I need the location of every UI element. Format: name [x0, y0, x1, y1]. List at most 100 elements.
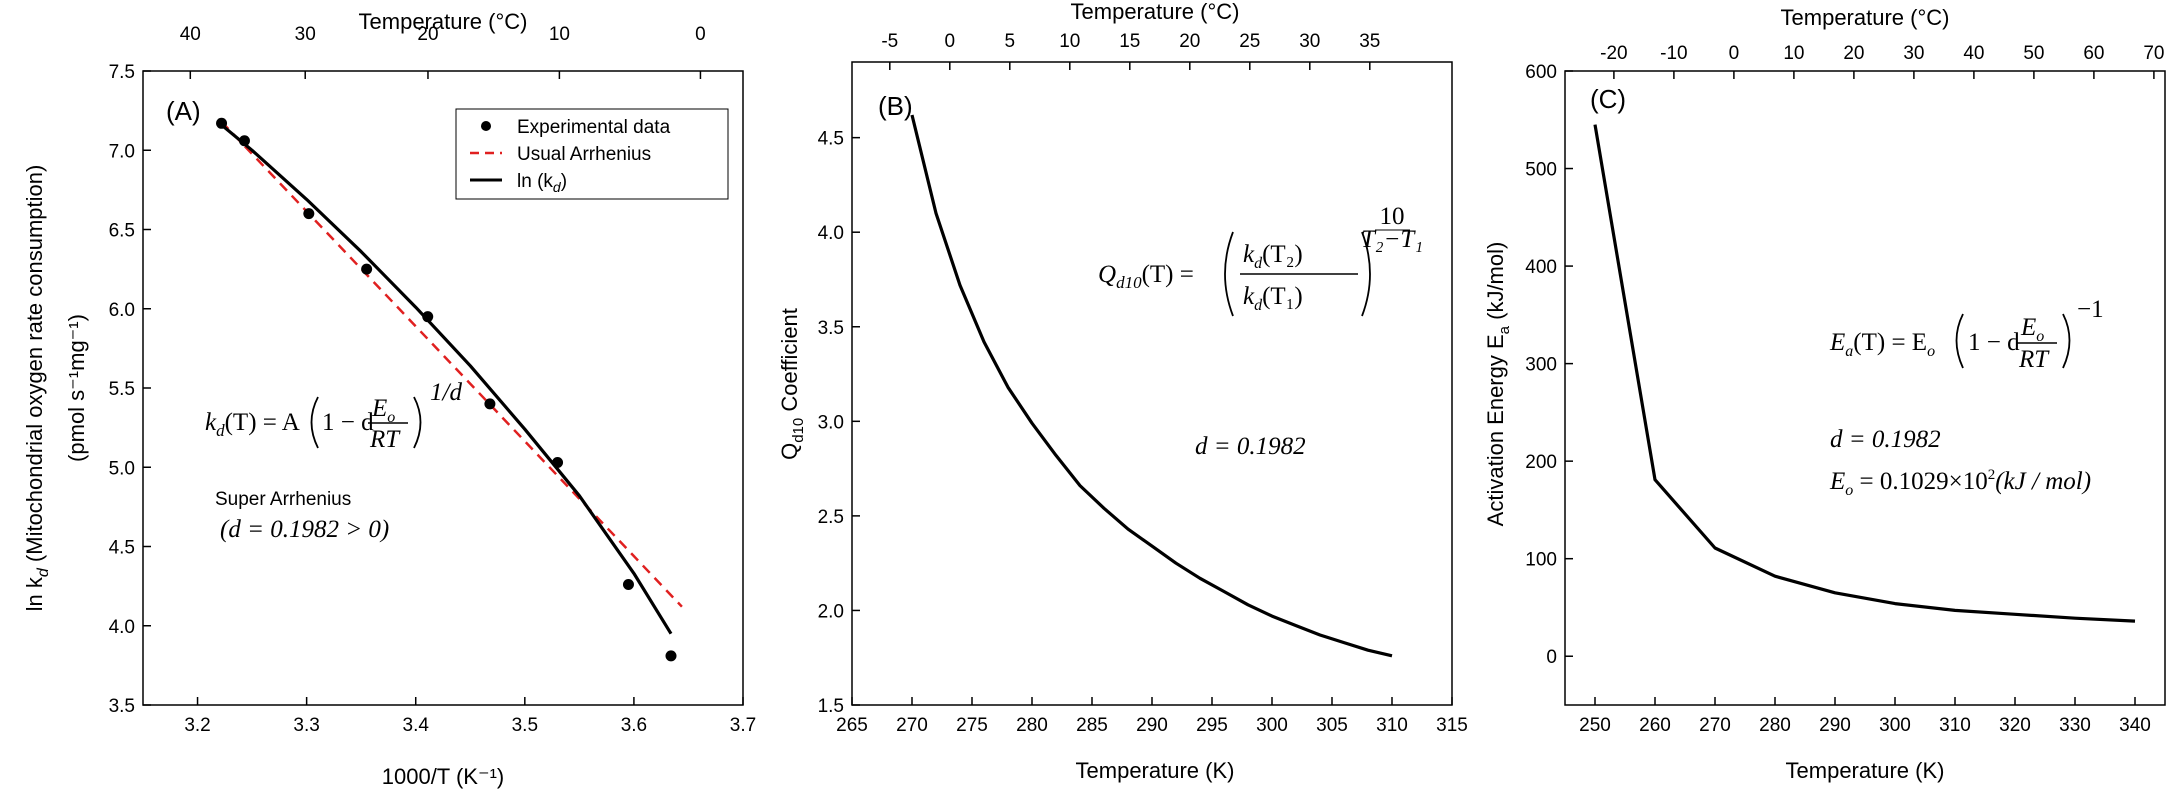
plot-marks-a — [216, 117, 683, 662]
y-tick-label: 3.0 — [818, 412, 844, 433]
panel-b: 265 270 275 280 285 290 295 300 305 310 3151.52.02… — [777, 0, 1468, 783]
x-tick-label: 330 — [2059, 715, 2091, 736]
panel-label-c: (C) — [1590, 84, 1626, 114]
equation-c: Ea(T) = Eo 1 − d Eo RT −1 — [1829, 296, 2104, 373]
svg-text:RT: RT — [369, 426, 401, 453]
top-tick-label: -5 — [881, 31, 898, 52]
x-tick-label: 315 — [1436, 715, 1468, 736]
top-tick-label: 20 — [417, 24, 438, 45]
equation-c-paren-left — [1955, 313, 1964, 369]
experimental-point — [422, 311, 434, 323]
svg-text:Ea(T) = Eo: Ea(T) = Eo — [1829, 329, 1935, 360]
plot-marks-b — [910, 114, 1393, 658]
experimental-point — [484, 398, 496, 410]
axis-ticks-c: 250 260 270 280 290 300 310 320 330 3400100200300… — [1525, 43, 2164, 736]
equation-a: kd(T) = A 1 − d Eo RT 1/d — [205, 379, 462, 453]
top-axis-label-c: Temperature (°C) — [1781, 5, 1950, 30]
legend-marker-experimental — [481, 121, 491, 131]
x-tick-label: 300 — [1256, 715, 1288, 736]
y-tick-label: 600 — [1525, 62, 1557, 83]
y-tick-label: 400 — [1525, 257, 1557, 278]
x-tick-label: 3.5 — [512, 715, 538, 736]
axis-ticks-b: 265 270 275 280 285 290 295 300 305 310 3151.52.02… — [818, 31, 1468, 736]
y-tick-label: 100 — [1525, 550, 1557, 571]
x-tick-label: 3.6 — [621, 715, 647, 736]
x-tick-label: 280 — [1759, 715, 1791, 736]
svg-text:RT: RT — [2018, 346, 2050, 373]
ln-kd-curve — [220, 123, 673, 635]
x-tick-label: 275 — [956, 715, 988, 736]
x-axis-label-b: Temperature (K) — [1076, 758, 1235, 783]
top-tick-label: 10 — [1783, 43, 1804, 64]
experimental-point — [622, 579, 634, 591]
svg-text:1 − d: 1 − d — [322, 409, 374, 436]
top-tick-label: 10 — [549, 24, 570, 45]
top-tick-label: 40 — [180, 24, 201, 45]
d-value-c: d = 0.1982 — [1830, 426, 1941, 453]
experimental-point — [361, 263, 373, 275]
svg-text:T₂−T₁: T₂−T₁ — [1361, 226, 1423, 253]
top-tick-label: -20 — [1600, 43, 1627, 64]
x-axis-label-a: 1000/T (K⁻¹) — [382, 764, 504, 789]
axis-ticks-a: 3.2 3.3 3.4 3.5 3.6 3.7 3.5 4.0 4.5 5.0 5.5 6.0 6.5 7… — [109, 24, 757, 736]
y-tick-label: 4.5 — [109, 538, 135, 559]
y-tick-label: 500 — [1525, 160, 1557, 181]
equation-a-paren-left — [310, 396, 319, 449]
x-tick-label: 310 — [1376, 715, 1408, 736]
top-tick-label: 20 — [1843, 43, 1864, 64]
note-d-value-a: (d = 0.1982 > 0) — [220, 516, 389, 543]
equation-b-paren-left — [1224, 231, 1234, 317]
y-tick-label: 6.5 — [109, 221, 135, 242]
qd10-curve — [910, 114, 1393, 658]
y-axis-label-b: Qd10 Coefficient — [777, 308, 807, 460]
legend-label-arrhenius: Usual Arrhenius — [517, 144, 651, 165]
legend-label-lnkd: ln (kd) — [517, 171, 567, 195]
x-tick-label: 265 — [836, 715, 868, 736]
x-tick-label: 290 — [1819, 715, 1851, 736]
y-tick-label: 3.5 — [109, 696, 135, 717]
experimental-point — [303, 208, 315, 220]
top-tick-label: 35 — [1359, 31, 1380, 52]
top-axis-label-b: Temperature (°C) — [1071, 0, 1240, 24]
svg-text:10: 10 — [1380, 203, 1405, 230]
x-tick-label: 3.4 — [403, 715, 430, 736]
equation-c-paren-right — [2062, 313, 2071, 369]
x-tick-label: 340 — [2119, 715, 2151, 736]
top-tick-label: 0 — [1729, 43, 1740, 64]
equation-b-paren-right — [1361, 231, 1371, 317]
svg-text:1 − d: 1 − d — [1968, 329, 2020, 356]
top-tick-label: 20 — [1179, 31, 1200, 52]
y-tick-label: 200 — [1525, 452, 1557, 473]
y-tick-label: 7.0 — [109, 141, 135, 162]
top-tick-label: 30 — [295, 24, 316, 45]
top-tick-label: 30 — [1299, 31, 1320, 52]
experimental-point — [552, 456, 564, 468]
top-tick-label: 70 — [2143, 43, 2164, 64]
y-tick-label: 300 — [1525, 355, 1557, 376]
x-tick-label: 3.2 — [184, 715, 210, 736]
experimental-point — [238, 135, 250, 147]
panel-a: 3.2 3.3 3.4 3.5 3.6 3.7 3.5 4.0 4.5 5.0 5.5 6.0 6.5 7… — [22, 9, 756, 789]
y-tick-label: 4.0 — [818, 223, 844, 244]
top-tick-label: 5 — [1005, 31, 1016, 52]
svg-text:Eo: Eo — [2020, 314, 2044, 345]
x-tick-label: 300 — [1879, 715, 1911, 736]
top-tick-label: 40 — [1963, 43, 1984, 64]
y-tick-label: 5.0 — [109, 458, 135, 479]
y-tick-label: 4.0 — [109, 617, 135, 638]
x-tick-label: 290 — [1136, 715, 1168, 736]
panel-label-a: (A) — [166, 96, 201, 126]
x-tick-label: 3.7 — [730, 715, 756, 736]
x-tick-label: 285 — [1076, 715, 1108, 736]
x-tick-label: 260 — [1639, 715, 1671, 736]
legend-label-experimental: Experimental data — [517, 117, 671, 138]
x-tick-label: 310 — [1939, 715, 1971, 736]
svg-text:kd(T₂): kd(T₂) — [1243, 241, 1303, 272]
top-tick-label: 0 — [695, 24, 706, 45]
top-tick-label: 60 — [2083, 43, 2104, 64]
y-tick-label: 4.5 — [818, 129, 844, 150]
x-tick-label: 305 — [1316, 715, 1348, 736]
plot-marks-c — [1593, 124, 2136, 623]
top-tick-label: 10 — [1059, 31, 1080, 52]
d-value-b: d = 0.1982 — [1195, 433, 1306, 460]
